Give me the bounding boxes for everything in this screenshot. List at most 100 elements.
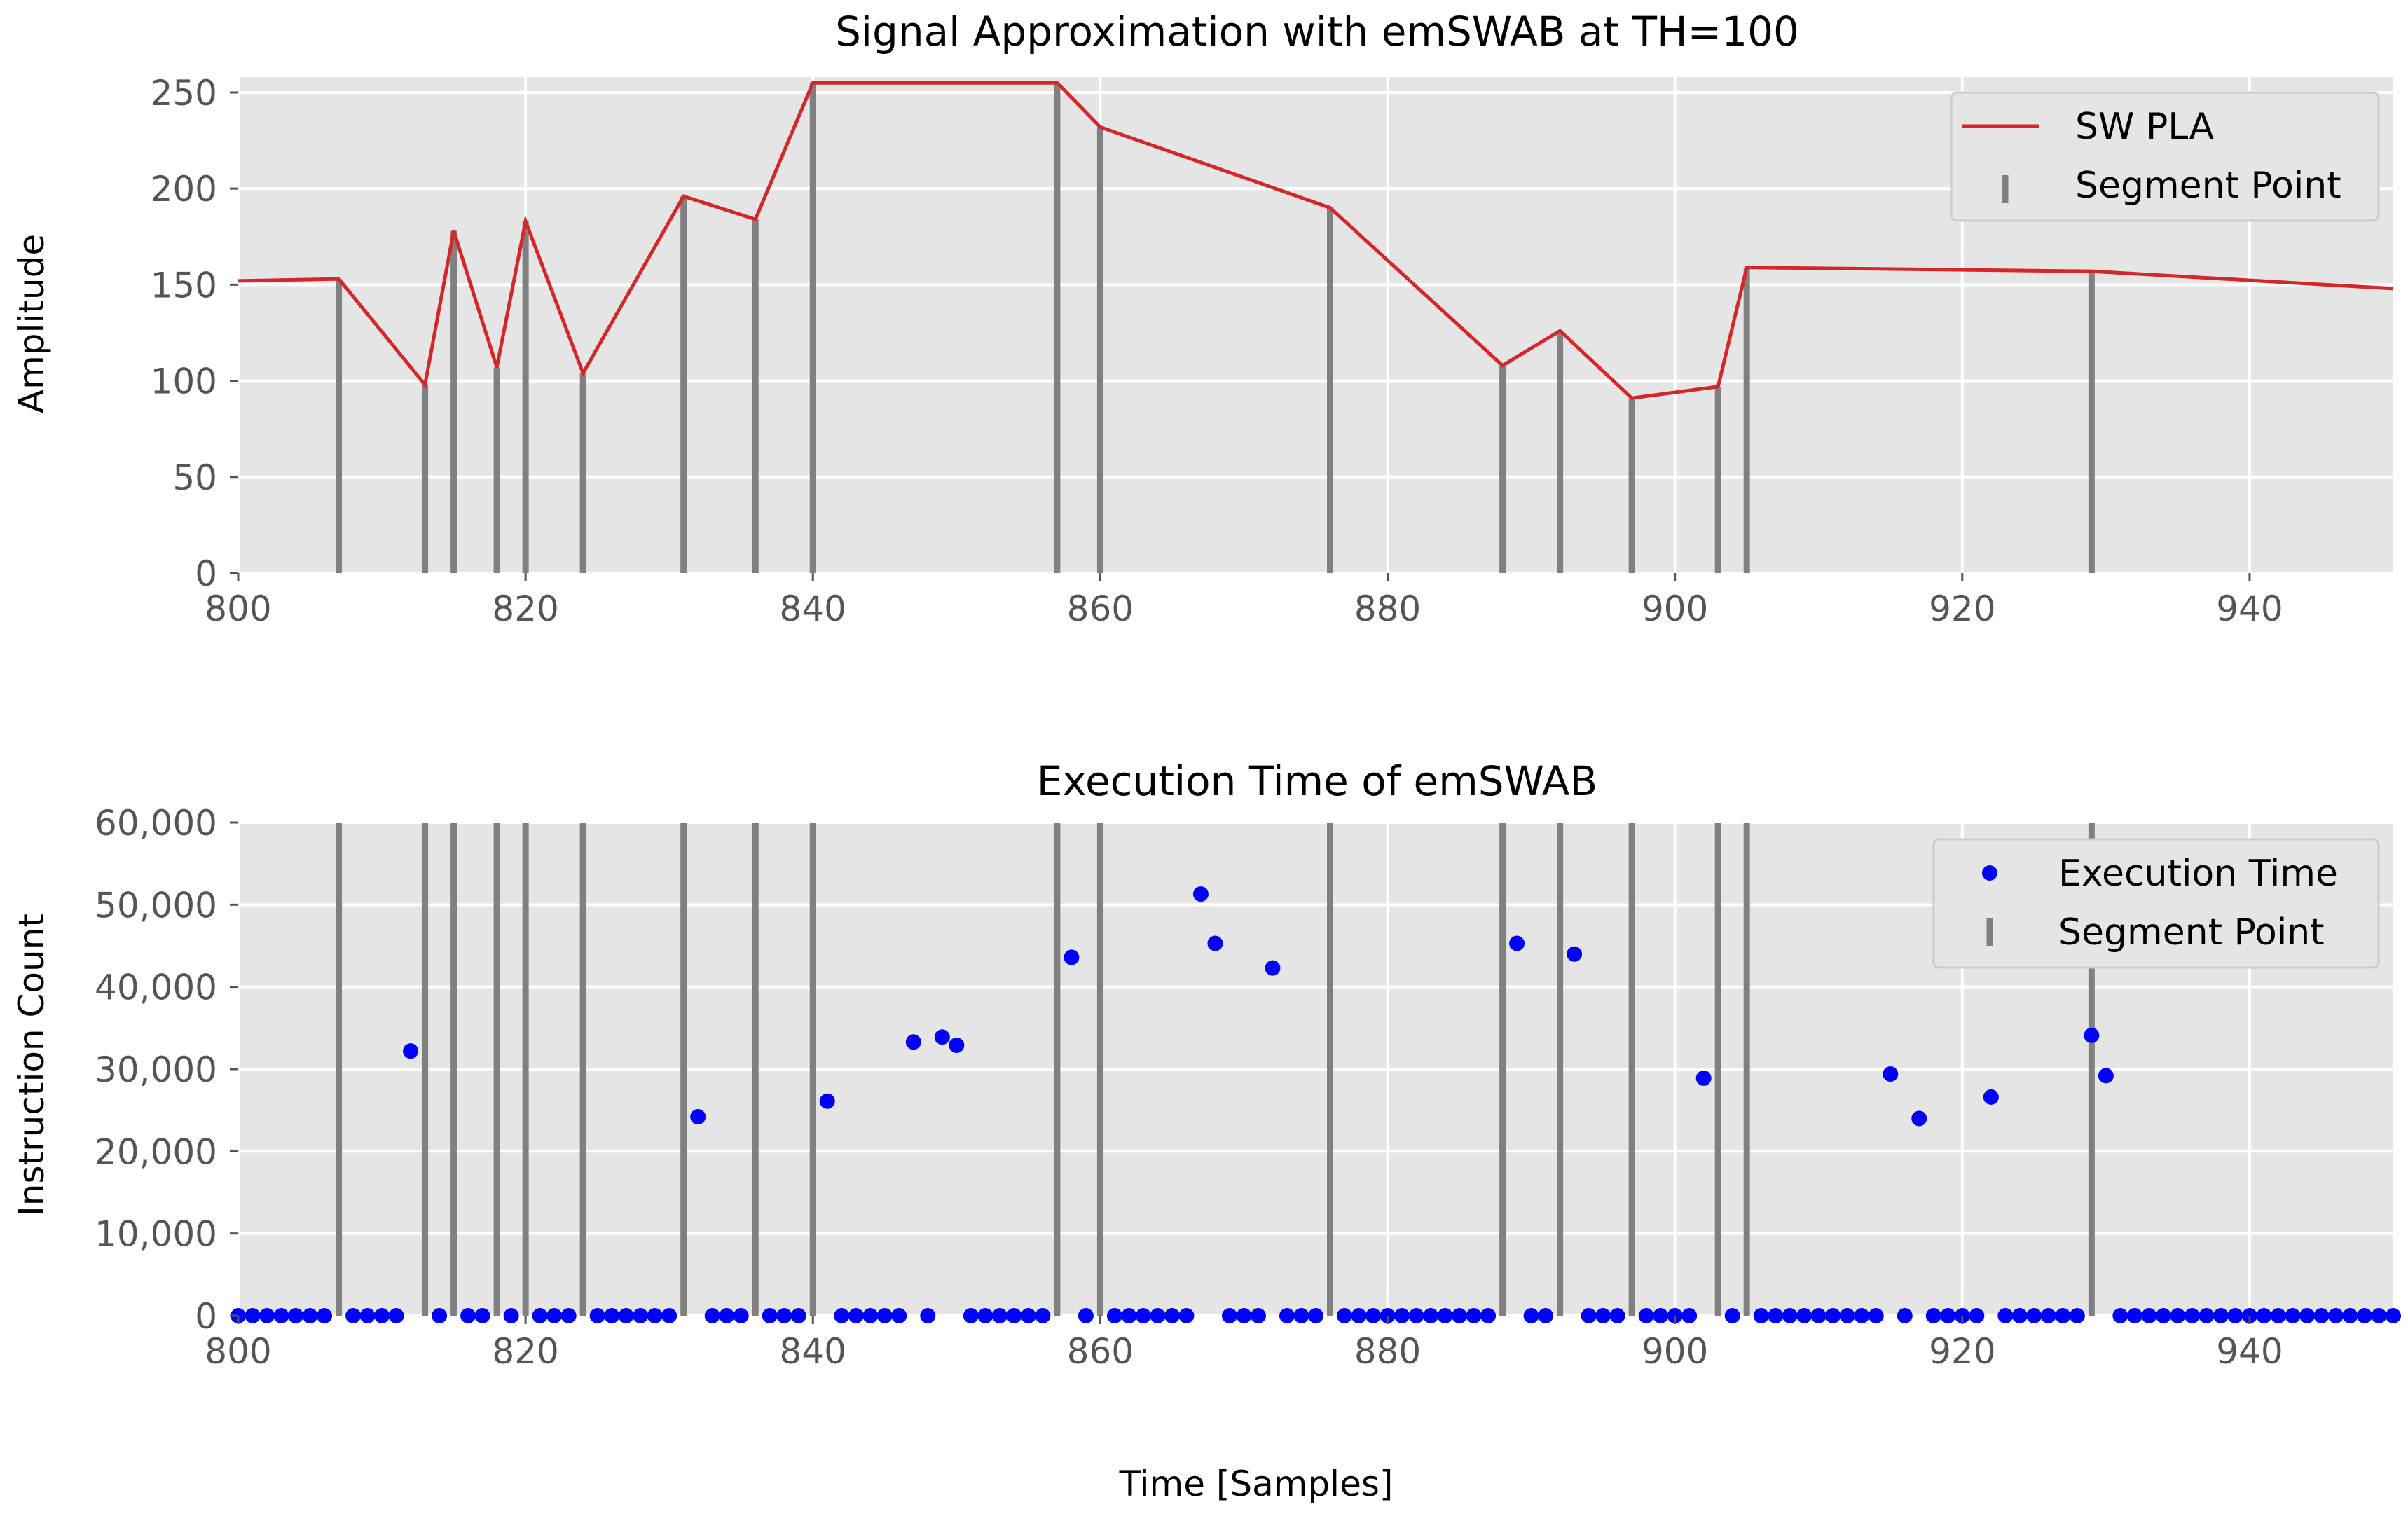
execution-point-930	[2098, 1068, 2114, 1084]
legend-segment-point-label-2: Segment Point	[2058, 911, 2325, 954]
amplitude-segment-points	[336, 83, 2095, 573]
execution-y-axis-label: Instruction Count	[11, 914, 52, 1216]
amplitude-xtick-label-900: 900	[1642, 589, 1708, 629]
execution-point-841	[819, 1093, 835, 1109]
execution-point-baseline-819	[503, 1308, 519, 1323]
execution-point-baseline-874	[1293, 1308, 1309, 1323]
execution-point-917	[1911, 1110, 1927, 1127]
amplitude-ytick-label-150: 150	[151, 265, 217, 305]
execution-segment-points	[336, 823, 2095, 1316]
sw-pla-line	[238, 81, 2394, 400]
execution-ytick-label-50000: 50,000	[95, 885, 217, 925]
execution-xtick-label-880: 880	[1354, 1331, 1421, 1372]
amplitude-xtick-label-840: 840	[780, 589, 846, 629]
figure-x-axis-label: Time [Samples]	[1119, 1464, 1394, 1504]
execution-point-baseline-827	[618, 1308, 634, 1323]
execution-point-902	[1695, 1070, 1712, 1086]
execution-xtick-label-900: 900	[1642, 1331, 1708, 1372]
execution-point-baseline-838	[776, 1308, 792, 1323]
execution-point-922	[1983, 1089, 1999, 1105]
execution-point-baseline-934	[2155, 1308, 2171, 1323]
amplitude-xtick-label-880: 880	[1354, 589, 1421, 629]
amplitude-ytick-label-0: 0	[195, 553, 217, 594]
execution-point-baseline-877	[1337, 1308, 1353, 1323]
amplitude-y-ticks: 0 50 100 150 200 250	[151, 73, 238, 594]
execution-point-832	[690, 1109, 706, 1125]
execution-point-baseline-921	[1969, 1308, 1985, 1323]
amplitude-grid	[237, 77, 2393, 574]
execution-point-baseline-894	[1581, 1308, 1597, 1323]
execution-point-872	[1265, 960, 1281, 976]
execution-point-baseline-814	[432, 1308, 448, 1323]
execution-point-baseline-853	[991, 1308, 1007, 1323]
execution-point-baseline-885	[1452, 1308, 1468, 1323]
execution-point-baseline-822	[546, 1308, 563, 1323]
execution-point-baseline-871	[1250, 1308, 1266, 1323]
execution-point-847	[905, 1034, 921, 1050]
execution-point-baseline-908	[1782, 1308, 1798, 1323]
execution-point-baseline-810	[374, 1308, 390, 1323]
legend-execution-time-swatch	[1982, 865, 1997, 881]
execution-point-baseline-873	[1279, 1308, 1295, 1323]
execution-point-baseline-916	[1897, 1308, 1913, 1323]
execution-point-baseline-910	[1810, 1308, 1826, 1323]
execution-point-baseline-924	[2011, 1308, 2028, 1323]
execution-point-baseline-898	[1638, 1308, 1654, 1323]
amplitude-xtick-label-920: 920	[1929, 589, 1995, 629]
execution-point-baseline-899	[1653, 1308, 1669, 1323]
amplitude-x-ticks: 800 820 840 860 880 900 920 940	[205, 573, 2283, 629]
execution-point-baseline-926	[2040, 1308, 2056, 1323]
execution-point-baseline-829	[647, 1308, 663, 1323]
amplitude-legend-box	[1950, 91, 2380, 222]
execution-point-baseline-923	[1997, 1308, 2014, 1323]
execution-point-baseline-808	[345, 1308, 362, 1323]
execution-point-baseline-809	[359, 1308, 376, 1323]
execution-point-baseline-806	[317, 1308, 333, 1323]
execution-point-baseline-864	[1150, 1308, 1166, 1323]
execution-point-849	[934, 1029, 950, 1045]
execution-point-baseline-870	[1236, 1308, 1252, 1323]
amplitude-ytick-label-200: 200	[151, 169, 217, 209]
execution-point-baseline-862	[1121, 1308, 1137, 1323]
execution-point-baseline-931	[2112, 1308, 2128, 1323]
execution-legend-box	[1932, 838, 2380, 969]
execution-point-baseline-842	[834, 1308, 850, 1323]
execution-point-baseline-802	[259, 1308, 275, 1323]
execution-point-baseline-854	[1006, 1308, 1022, 1323]
execution-point-baseline-811	[388, 1308, 404, 1323]
execution-point-baseline-845	[876, 1308, 893, 1323]
execution-point-baseline-859	[1078, 1308, 1094, 1323]
execution-point-baseline-826	[604, 1308, 620, 1323]
execution-point-baseline-837	[762, 1308, 778, 1323]
execution-point-baseline-891	[1538, 1308, 1554, 1323]
execution-point-893	[1567, 946, 1583, 962]
execution-point-baseline-804	[288, 1308, 304, 1323]
execution-point-baseline-948	[2356, 1308, 2372, 1323]
execution-point-baseline-945	[2313, 1308, 2330, 1323]
execution-point-baseline-825	[589, 1308, 605, 1323]
execution-point-baseline-801	[245, 1308, 261, 1323]
amplitude-y-axis-label: Amplitude	[11, 234, 52, 413]
amplitude-chart: 800 820 840 860 880 900 920 940 0 50 100 150 200 250…	[11, 8, 2394, 629]
execution-point-baseline-901	[1681, 1308, 1698, 1323]
execution-point-baseline-863	[1135, 1308, 1151, 1323]
execution-point-929	[2084, 1027, 2100, 1043]
execution-point-baseline-909	[1796, 1308, 1812, 1323]
execution-point-baseline-912	[1839, 1308, 1855, 1323]
execution-ytick-label-40000: 40,000	[95, 968, 217, 1008]
execution-point-baseline-886	[1466, 1308, 1482, 1323]
execution-point-baseline-816	[460, 1308, 476, 1323]
amplitude-ytick-label-50: 50	[172, 457, 217, 498]
execution-point-baseline-856	[1035, 1308, 1051, 1323]
execution-point-baseline-881	[1394, 1308, 1410, 1323]
execution-point-baseline-939	[2227, 1308, 2243, 1323]
amplitude-xtick-label-940: 940	[2216, 589, 2283, 629]
execution-xtick-label-860: 860	[1067, 1331, 1134, 1372]
execution-point-baseline-869	[1221, 1308, 1237, 1323]
execution-point-baseline-851	[963, 1308, 979, 1323]
execution-time-points	[231, 886, 2401, 1323]
execution-point-baseline-919	[1940, 1308, 1956, 1323]
execution-point-868	[1207, 935, 1223, 951]
execution-point-baseline-833	[704, 1308, 720, 1323]
